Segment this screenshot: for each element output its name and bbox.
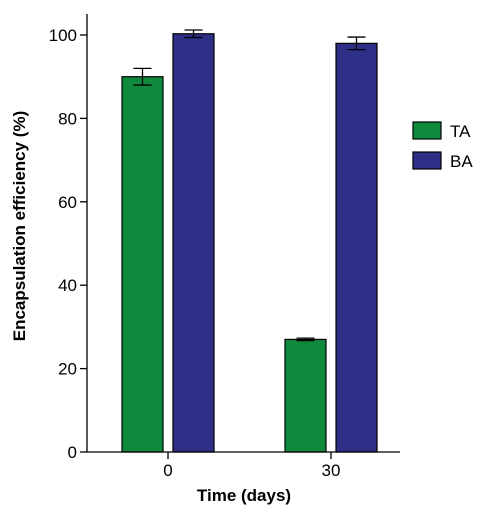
x-axis-title: Time (days) [197, 486, 291, 505]
x-ticks-layer: 0 30 [163, 452, 340, 480]
bar-ba-0 [172, 33, 215, 453]
legend-swatch-ta [412, 121, 442, 140]
bar-ta-0 [121, 76, 164, 453]
legend-label-ta: TA [450, 122, 471, 141]
y-tick-label: 100 [49, 26, 77, 45]
y-tick-label: 20 [58, 360, 77, 379]
y-tick-label: 60 [58, 193, 77, 212]
error-bars-layer [133, 29, 366, 342]
x-tick-label: 0 [163, 461, 172, 480]
x-tick-label: 30 [322, 461, 341, 480]
legend: TA BA [412, 121, 473, 171]
y-tick-label: 40 [58, 276, 77, 295]
bar-ba-30 [335, 42, 378, 453]
y-ticks-layer: 0 20 40 60 80 100 [49, 26, 87, 462]
bar-ta-30 [284, 338, 327, 453]
bars-layer [121, 33, 378, 453]
y-axis-title: Encapsulation efficiency (%) [10, 111, 29, 342]
legend-label-ba: BA [450, 152, 473, 171]
y-tick-label: 80 [58, 109, 77, 128]
legend-swatch-ba [412, 151, 442, 170]
y-tick-label: 0 [68, 443, 77, 462]
